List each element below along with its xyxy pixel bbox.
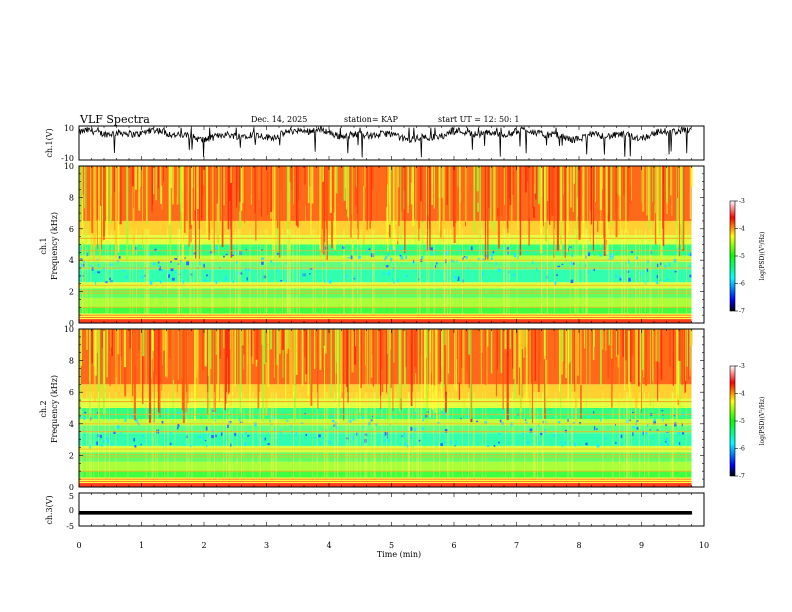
time-tick-label: 0 — [76, 541, 81, 550]
time-tick-label: 1 — [139, 541, 144, 550]
ch1-colorbar — [729, 200, 736, 312]
start-time-label: start UT = 12: 50: 1 — [438, 115, 519, 124]
frequency-tick-label: 10 — [64, 325, 74, 334]
frequency-tick-label: 4 — [69, 256, 74, 265]
colorbar-tick-label: -3 — [739, 363, 745, 370]
ch1-ytick-bottom: -10 — [61, 154, 74, 163]
time-tick-label: 9 — [639, 541, 644, 550]
ch2-spectrogram-ylabel-freq: Frequency (kHz) — [50, 375, 59, 443]
time-tick-label: 8 — [576, 541, 581, 550]
colorbar-tick-label: -5 — [739, 418, 745, 425]
date-label: Dec. 14, 2025 — [251, 115, 307, 124]
frequency-tick-label: 8 — [69, 193, 74, 202]
time-tick-label: 5 — [389, 541, 394, 550]
frequency-tick-label: 0 — [69, 319, 74, 328]
ch3-waveform-panel: 5 0 -5 ch.3(V) — [45, 492, 705, 531]
time-tick-label: 2 — [201, 541, 206, 550]
ch1-spectrogram-streaks — [79, 166, 693, 319]
colorbar-tick-label: -6 — [739, 446, 745, 453]
ch2-colorbar — [729, 365, 736, 477]
frequency-tick-label: 2 — [69, 451, 74, 460]
ch3-ylabel: ch.3(V) — [45, 495, 54, 524]
frequency-tick-label: 0 — [69, 483, 74, 492]
frequency-tick-label: 4 — [69, 420, 74, 429]
frequency-tick-label: 10 — [64, 162, 74, 171]
ch1-spectrogram-lines — [79, 237, 692, 322]
frequency-tick-label: 8 — [69, 357, 74, 366]
colorbar-tick-label: -4 — [739, 226, 745, 233]
ch3-ytick-bottom: -5 — [66, 522, 74, 531]
colorbar-tick-label: -7 — [739, 473, 745, 480]
time-tick-label: 4 — [326, 541, 331, 550]
ch2-spectrogram-streaks — [79, 329, 693, 483]
ch2-spectrogram-ylabel-channel: ch.2 — [39, 400, 48, 417]
colorbar-tick-label: -6 — [739, 281, 745, 288]
ch1-spectrogram-ylabel-channel: ch.1 — [39, 237, 48, 254]
time-tick-label: 10 — [699, 541, 709, 550]
ch2-spectrogram-background — [79, 329, 692, 487]
ch1-trace-line — [78, 126, 692, 158]
ch1-waveform-panel: 10 -10 ch.1(V) — [45, 124, 705, 163]
time-axis-tick-labels: 0 1 2 3 4 5 6 7 8 9 10 — [76, 541, 709, 550]
time-axis-ticks — [78, 126, 705, 526]
colorbar-tick-label: -3 — [739, 198, 745, 205]
ch3-ytick-top: 5 — [69, 492, 74, 501]
time-tick-label: 7 — [514, 541, 519, 550]
time-axis-label: Time (min) — [377, 550, 421, 559]
time-tick-label: 6 — [451, 541, 456, 550]
ch1-ylabel: ch.1(V) — [45, 128, 54, 157]
figure-title: VLF Spectra — [79, 113, 150, 126]
frequency-tick-label: 6 — [69, 388, 74, 397]
colorbar-tick-label: -7 — [739, 308, 745, 315]
ch1-ytick-top: 10 — [64, 124, 74, 133]
ch1-colorbar-label: log(PSD)(V²/Hz) — [759, 232, 766, 281]
ch3-ytick-mid: 0 — [69, 506, 74, 515]
ch2-colorbar-label: log(PSD)(V²/Hz) — [759, 397, 766, 446]
ch3-trace-line — [78, 511, 693, 515]
colorbar-tick-label: -5 — [739, 253, 745, 260]
ch3-plot-frame — [78, 492, 705, 527]
colorbar-tick-label: -4 — [739, 391, 745, 398]
ch1-spectrogram-ylabel-freq: Frequency (kHz) — [50, 212, 59, 280]
frequency-tick-label: 2 — [69, 288, 74, 297]
frequency-tick-label: 6 — [69, 225, 74, 234]
station-label: station= KAP — [344, 115, 399, 124]
ch2-spectrogram-lines — [79, 401, 692, 486]
time-tick-label: 3 — [264, 541, 269, 550]
ch1-plot-frame — [78, 125, 705, 161]
